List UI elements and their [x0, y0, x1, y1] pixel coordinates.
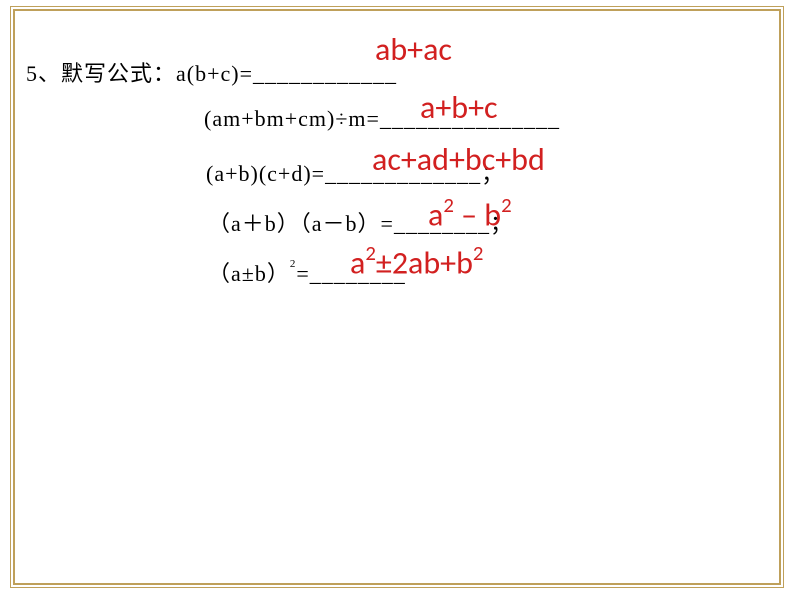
- answer-1: ab+ac: [375, 30, 452, 69]
- answer-5: a2±2ab+b2: [350, 242, 483, 283]
- formula-5a: （a±b）: [208, 261, 290, 286]
- formula-2: (am+bm+cm)÷m=: [204, 106, 380, 131]
- formula-3: (a+b)(c+d)=: [206, 161, 325, 186]
- inner-frame: [13, 9, 781, 585]
- question-line-1: 5、默写公式：a(b+c)=____________: [26, 56, 397, 88]
- answer-2: a+b+c: [420, 88, 498, 127]
- answer-3: ac+ad+bc+bd: [372, 140, 545, 179]
- exponent-5: 2: [290, 258, 297, 270]
- formula-5b: =: [296, 261, 309, 286]
- question-line-2: (am+bm+cm)÷m=_______________: [204, 106, 560, 132]
- question-prefix: 5、默写公式：: [26, 61, 176, 86]
- formula-4: （a＋b）（a－b）=: [208, 211, 394, 236]
- answer-4: a2 – b2: [428, 194, 512, 235]
- formula-1: a(b+c)=: [176, 61, 253, 86]
